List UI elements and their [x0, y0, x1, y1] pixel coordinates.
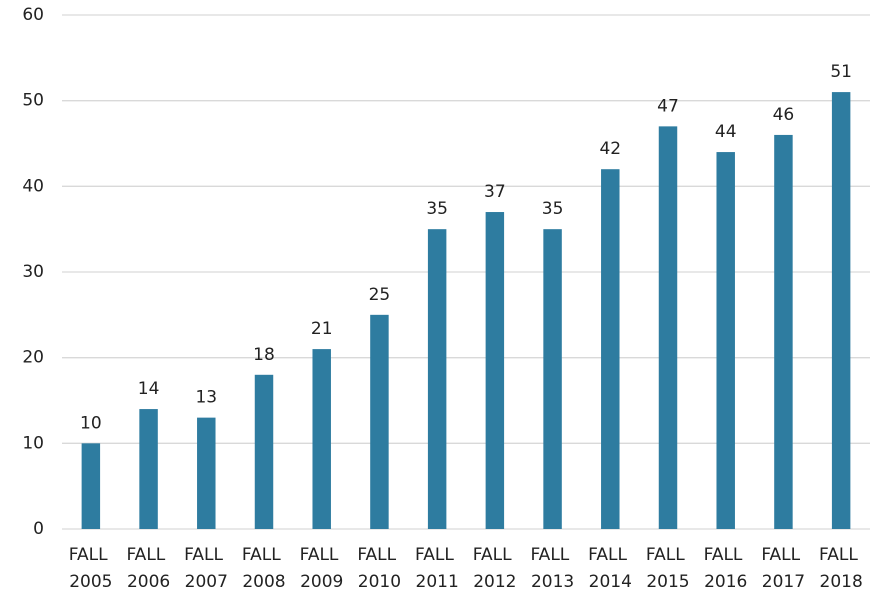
x-tick-label: FALL 2008: [242, 545, 286, 592]
x-tick-label: FALL 2014: [588, 545, 632, 592]
x-tick-label: FALL 2012: [473, 545, 517, 592]
x-tick-label: FALL 2009: [300, 545, 344, 592]
bar: [370, 314, 389, 529]
bar: [427, 229, 447, 529]
bar: [485, 212, 505, 530]
x-tick-label: FALL 2015: [646, 545, 690, 592]
x-tick-label: FALL 2005: [69, 545, 113, 592]
x-tick-label: FALL 2018: [819, 545, 863, 592]
x-tick-label: FALL 2011: [415, 545, 459, 592]
data-label: 13: [195, 388, 217, 408]
data-label: 35: [426, 199, 448, 219]
y-tick-label: 30: [22, 262, 44, 282]
data-label: 42: [599, 139, 621, 159]
data-label: 51: [830, 62, 852, 82]
bar: [774, 134, 793, 529]
x-tick-label: FALL 2007: [184, 545, 228, 592]
bar: [197, 417, 216, 529]
data-label: 10: [80, 413, 102, 433]
data-label: 46: [773, 105, 795, 125]
y-tick-label: 40: [22, 176, 44, 196]
y-tick-label: 60: [22, 5, 44, 25]
bar: [81, 443, 101, 529]
x-tick-label: FALL 2017: [761, 545, 805, 592]
data-label: 37: [484, 182, 506, 202]
bar: [543, 229, 562, 529]
data-label: 47: [657, 96, 679, 116]
y-tick-label: 0: [33, 519, 44, 539]
bar: [601, 169, 620, 529]
y-tick-label: 10: [22, 433, 44, 453]
bar: [312, 349, 331, 529]
x-tick-label: FALL 2013: [530, 545, 574, 592]
bar: [254, 374, 274, 529]
y-tick-label: 50: [22, 91, 44, 111]
x-tick-label: FALL 2016: [704, 545, 748, 592]
data-label: 35: [542, 199, 564, 219]
y-tick-label: 20: [22, 348, 44, 368]
bar: [831, 92, 851, 529]
bar: [716, 152, 735, 530]
data-label: 44: [715, 122, 737, 142]
x-tick-label: FALL 2006: [126, 545, 170, 592]
bar: [139, 409, 158, 529]
bar: [658, 126, 678, 529]
data-label: 25: [369, 285, 391, 305]
data-label: 21: [311, 319, 333, 339]
data-label: 14: [138, 379, 160, 399]
x-tick-label: FALL 2010: [357, 545, 401, 592]
data-label: 18: [253, 345, 275, 365]
